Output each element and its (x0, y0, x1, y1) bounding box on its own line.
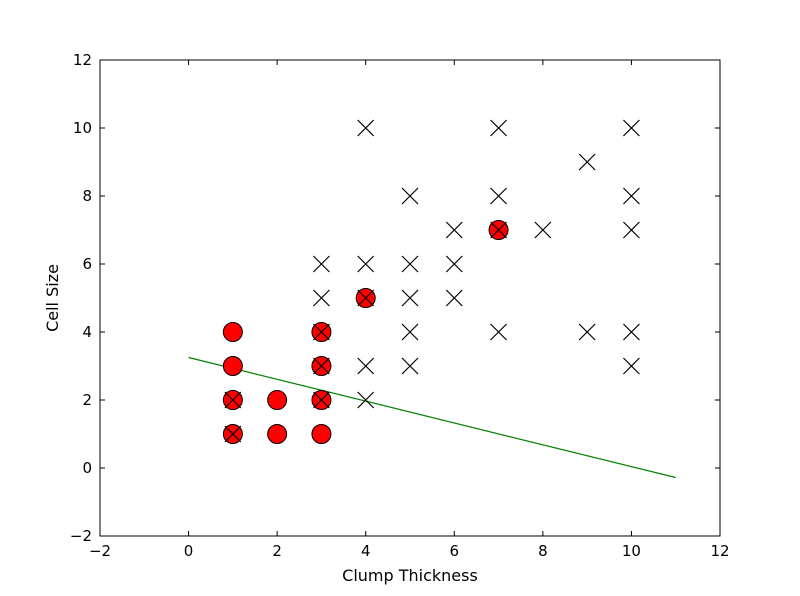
data-point-x (490, 323, 507, 341)
y-tick-label: 8 (82, 187, 92, 205)
data-point-x (313, 357, 330, 375)
x-tick-label: 12 (710, 542, 729, 560)
data-point-x (623, 221, 640, 239)
data-point-x (445, 255, 463, 273)
x-tick-label: 4 (361, 542, 371, 560)
y-tick-label: 12 (73, 51, 92, 69)
data-point-x (445, 221, 463, 239)
y-axis-label: Cell Size (43, 264, 62, 332)
data-point-circle (267, 390, 288, 410)
data-point-x (357, 391, 375, 409)
data-point-x (490, 187, 507, 205)
data-point-x (401, 323, 419, 341)
data-point-x (534, 221, 552, 239)
data-point-x (578, 153, 596, 171)
x-tick-label: 0 (184, 542, 194, 560)
data-point-x (623, 323, 640, 341)
x-axis-label: Clump Thickness (342, 566, 478, 585)
data-point-x (313, 391, 330, 409)
data-point-circle (222, 322, 243, 342)
data-point-x (401, 255, 419, 273)
regression-line (188, 356, 676, 479)
y-tick-label: 6 (82, 255, 92, 273)
data-point-x (357, 357, 375, 375)
y-tick-label: 4 (82, 323, 92, 341)
data-point-x (623, 357, 640, 375)
data-point-x (357, 119, 375, 137)
plot-frame (99, 59, 721, 537)
x-tick-label: 2 (272, 542, 282, 560)
data-point-x (224, 391, 242, 409)
data-point-x (313, 255, 330, 273)
data-point-x (224, 425, 242, 443)
x-tick-label: 10 (622, 542, 641, 560)
data-point-x (357, 289, 375, 307)
y-tick-label: 10 (73, 119, 92, 137)
y-tick-label: 0 (82, 459, 92, 477)
data-point-x (623, 187, 640, 205)
data-point-x (401, 357, 419, 375)
x-tick-label: −2 (89, 542, 111, 560)
y-tick-label: 2 (82, 391, 92, 409)
data-point-x (357, 255, 375, 273)
data-point-circle (222, 356, 243, 376)
data-point-x (313, 289, 330, 307)
data-point-x (401, 289, 419, 307)
x-tick-label: 8 (538, 542, 548, 560)
data-point-x (490, 221, 507, 239)
data-point-x (313, 323, 330, 341)
data-point-x (578, 323, 596, 341)
y-tick-label: −2 (70, 527, 92, 545)
data-point-x (490, 119, 507, 137)
data-point-x (623, 119, 640, 137)
x-tick-label: 6 (450, 542, 460, 560)
data-point-x (401, 187, 419, 205)
data-point-circle (311, 424, 332, 444)
data-point-x (445, 289, 463, 307)
data-point-circle (267, 424, 288, 444)
